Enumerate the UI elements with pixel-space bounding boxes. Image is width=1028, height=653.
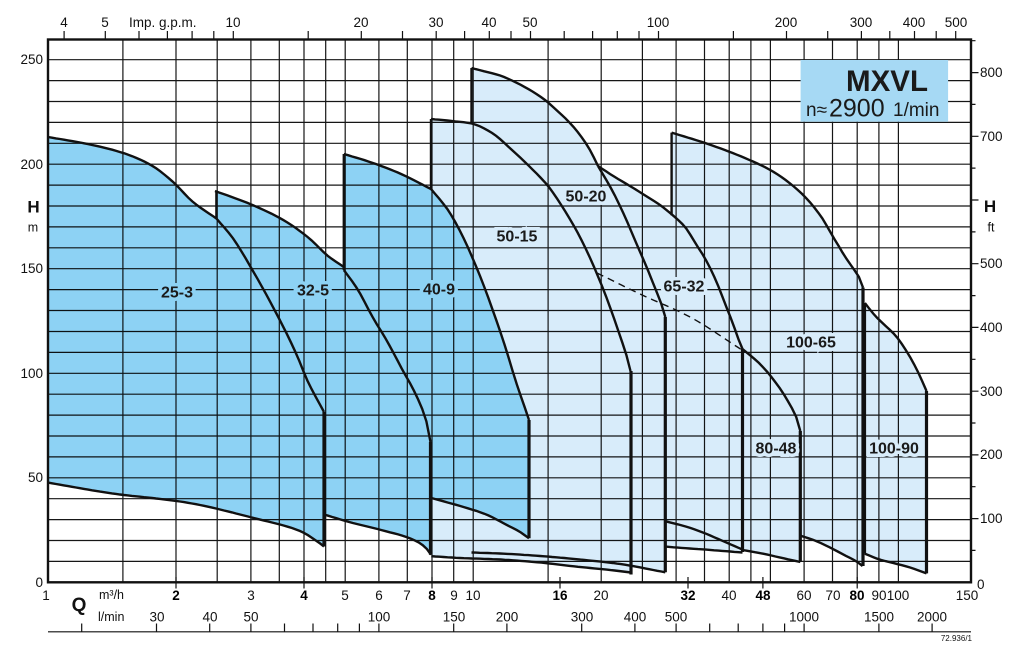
svg-text:50: 50 (243, 610, 258, 625)
svg-text:2: 2 (172, 588, 180, 603)
svg-text:800: 800 (980, 65, 1003, 80)
svg-text:m³/h: m³/h (99, 588, 124, 602)
svg-text:400: 400 (624, 610, 647, 625)
svg-text:150: 150 (443, 610, 466, 625)
svg-text:100: 100 (20, 366, 43, 381)
svg-text:500: 500 (665, 610, 688, 625)
svg-text:MXVL: MXVL (846, 65, 928, 98)
svg-text:ft: ft (988, 221, 995, 235)
svg-text:25-3: 25-3 (161, 285, 193, 302)
svg-text:10: 10 (225, 15, 240, 30)
svg-text:30: 30 (428, 15, 443, 30)
svg-text:50-15: 50-15 (497, 229, 538, 246)
svg-text:10: 10 (465, 588, 480, 603)
svg-text:40: 40 (481, 15, 496, 30)
svg-text:400: 400 (903, 15, 926, 30)
svg-text:48: 48 (755, 588, 771, 603)
svg-text:5: 5 (101, 15, 109, 30)
svg-text:90: 90 (871, 588, 886, 603)
svg-text:200: 200 (980, 447, 1003, 462)
svg-text:6: 6 (375, 588, 383, 603)
svg-text:300: 300 (980, 384, 1003, 399)
svg-text:7: 7 (403, 588, 411, 603)
svg-text:1000: 1000 (789, 610, 819, 625)
svg-text:0: 0 (35, 575, 43, 590)
svg-text:100-90: 100-90 (869, 441, 919, 458)
svg-text:4: 4 (60, 15, 68, 30)
svg-text:72.936/1: 72.936/1 (941, 634, 973, 643)
svg-text:32: 32 (680, 588, 695, 603)
svg-text:400: 400 (980, 320, 1003, 335)
svg-text:150: 150 (956, 588, 979, 603)
svg-text:Imp. g.p.m.: Imp. g.p.m. (129, 15, 197, 30)
svg-text:40: 40 (721, 588, 736, 603)
svg-text:200: 200 (20, 157, 43, 172)
svg-text:100: 100 (647, 15, 670, 30)
svg-text:60: 60 (796, 588, 811, 603)
svg-text:100: 100 (980, 511, 1003, 526)
svg-text:200: 200 (775, 15, 798, 30)
svg-text:20: 20 (353, 15, 368, 30)
svg-text:20: 20 (593, 588, 608, 603)
svg-text:1500: 1500 (864, 610, 894, 625)
svg-text:3: 3 (247, 588, 255, 603)
svg-text:9: 9 (450, 588, 458, 603)
svg-text:0: 0 (977, 577, 985, 592)
svg-text:30: 30 (149, 610, 164, 625)
svg-text:300: 300 (571, 610, 594, 625)
svg-text:32-5: 32-5 (297, 283, 329, 300)
svg-text:40: 40 (202, 610, 217, 625)
svg-text:65-32: 65-32 (664, 279, 705, 296)
svg-text:500: 500 (945, 15, 968, 30)
svg-text:l/min: l/min (98, 610, 124, 624)
svg-text:80-48: 80-48 (756, 441, 797, 458)
svg-text:300: 300 (850, 15, 873, 30)
svg-text:H: H (984, 197, 996, 216)
svg-text:4: 4 (300, 588, 308, 603)
svg-text:100: 100 (887, 588, 910, 603)
svg-text:m: m (28, 221, 38, 235)
svg-text:50: 50 (522, 15, 537, 30)
svg-text:n≈: n≈ (806, 100, 827, 121)
svg-text:5: 5 (341, 588, 349, 603)
svg-text:Q: Q (72, 595, 87, 616)
svg-text:70: 70 (825, 588, 840, 603)
svg-text:200: 200 (496, 610, 519, 625)
svg-text:150: 150 (20, 261, 43, 276)
svg-text:250: 250 (20, 52, 43, 67)
svg-text:40-9: 40-9 (423, 282, 455, 299)
svg-text:8: 8 (428, 588, 436, 603)
svg-text:2000: 2000 (917, 610, 947, 625)
svg-text:1: 1 (42, 588, 50, 603)
svg-text:700: 700 (980, 129, 1003, 144)
svg-text:2900: 2900 (829, 95, 885, 123)
svg-text:16: 16 (552, 588, 568, 603)
svg-text:80: 80 (849, 588, 864, 603)
svg-text:50: 50 (28, 470, 43, 485)
svg-text:50-20: 50-20 (566, 189, 607, 206)
svg-text:H: H (27, 198, 39, 217)
svg-text:100-65: 100-65 (786, 335, 836, 352)
svg-text:500: 500 (980, 256, 1003, 271)
svg-text:100: 100 (368, 610, 391, 625)
svg-text:1/min: 1/min (893, 100, 939, 121)
